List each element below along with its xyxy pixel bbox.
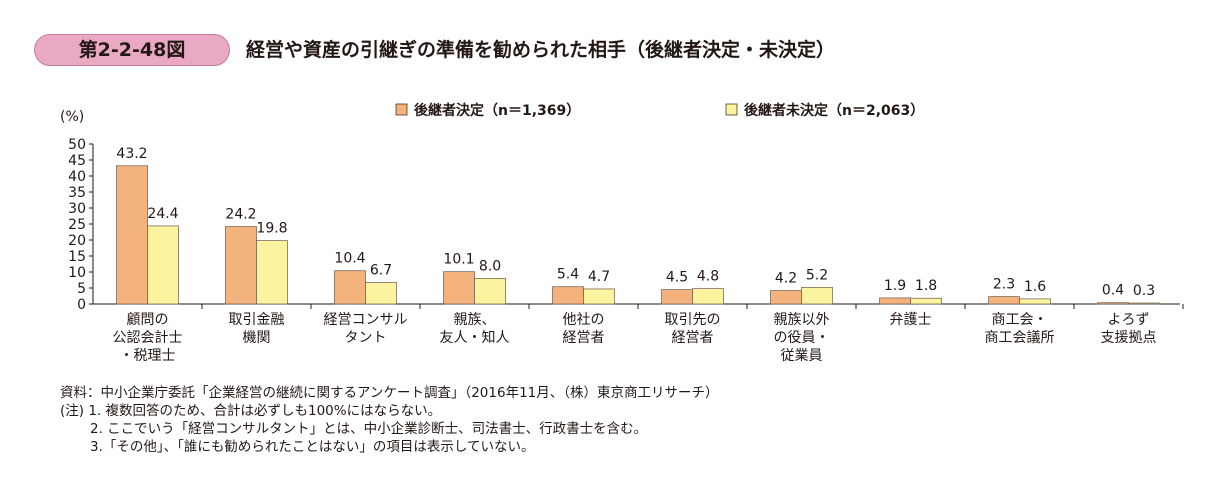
y-tick-label: 35	[68, 185, 86, 201]
bar-series2-1	[147, 225, 179, 305]
bar-series2-7	[801, 287, 833, 305]
bar-series1-3	[334, 270, 366, 305]
note-1: (注) 1. 複数回答のため、合計は必ずしも100%にはならない。	[60, 403, 442, 419]
legend-swatch-2	[725, 103, 738, 116]
bar-series2-5	[583, 288, 615, 305]
data-label-series1-9: 2.3	[993, 277, 1015, 293]
category-label-5: 経営者	[563, 330, 605, 346]
bar-series1-1	[116, 165, 148, 305]
bar-series2-8	[910, 297, 942, 305]
y-axis-unit-label: (%)	[60, 109, 84, 125]
data-label-series2-5: 4.7	[588, 269, 610, 285]
category-label-1: ・税理士	[120, 348, 176, 364]
bar-series1-5	[552, 286, 584, 305]
category-label-4: 親族、	[454, 312, 496, 328]
y-tick-label: 15	[68, 249, 86, 265]
category-label-4: 友人・知人	[440, 329, 510, 346]
bar-series1-8	[879, 297, 911, 305]
bar-series1-6	[661, 289, 693, 305]
category-label-3: タント	[345, 330, 387, 346]
data-label-series1-1: 43.2	[116, 146, 147, 162]
y-tick-label: 10	[68, 265, 86, 281]
figure-title: 経営や資産の引継ぎの準備を勧められた相手（後継者決定・未決定）	[246, 39, 836, 61]
bar-series2-10	[1128, 302, 1160, 305]
y-tick-label: 25	[68, 217, 86, 233]
y-tick-label: 40	[68, 169, 86, 185]
category-label-2: 取引金融	[229, 312, 285, 328]
category-label-8: 弁護士	[890, 312, 932, 328]
category-label-3: 経営コンサル	[324, 312, 408, 328]
category-label-2: 機関	[243, 330, 271, 346]
source-note: 資料：中小企業庁委託「企業経営の継続に関するアンケート調査」（2016年11月、…	[60, 385, 719, 401]
bar-series1-4	[443, 271, 475, 305]
data-label-series2-3: 6.7	[370, 263, 392, 279]
data-label-series1-2: 24.2	[225, 207, 256, 223]
category-label-7: 親族以外	[774, 312, 830, 328]
data-label-series1-10: 0.4	[1102, 283, 1124, 299]
category-label-9: 商工会・	[992, 312, 1048, 328]
legend-label-2: 後継者未決定（n＝2,063）	[744, 102, 924, 119]
legend-swatch-1	[395, 103, 408, 116]
data-label-series2-1: 24.4	[147, 206, 178, 222]
legend-label-1: 後継者決定（n＝1,369）	[414, 102, 580, 119]
category-label-9: 商工会議所	[985, 329, 1055, 346]
data-label-series2-8: 1.8	[915, 278, 937, 294]
data-label-series1-8: 1.9	[884, 278, 906, 294]
data-label-series1-7: 4.2	[775, 271, 797, 287]
data-label-series2-10: 0.3	[1133, 283, 1155, 299]
category-label-10: 支援拠点	[1101, 330, 1157, 346]
y-tick-label: 0	[77, 297, 86, 313]
y-tick-label: 20	[68, 233, 86, 249]
data-label-series2-7: 5.2	[806, 267, 828, 283]
note-2: 2. ここでいう「経営コンサルタント」とは、中小企業診断士、司法書士、行政書士を…	[90, 421, 648, 437]
y-tick-label: 50	[68, 137, 86, 153]
bar-series2-3	[365, 282, 397, 305]
category-label-5: 他社の	[563, 312, 605, 328]
category-label-10: よろず	[1108, 312, 1150, 328]
y-tick-label: 5	[77, 281, 86, 297]
bar-series1-7	[770, 290, 802, 305]
category-label-7: 従業員	[781, 348, 823, 364]
bar-series2-2	[256, 240, 288, 305]
bar-series2-6	[692, 288, 724, 305]
data-label-series1-6: 4.5	[666, 270, 688, 286]
data-label-series2-6: 4.8	[697, 269, 719, 285]
category-label-1: 顧問の	[127, 312, 169, 328]
y-tick-label: 45	[68, 153, 86, 169]
bar-series2-9	[1019, 298, 1051, 305]
data-label-series1-4: 10.1	[443, 252, 474, 268]
y-tick-label: 30	[68, 201, 86, 217]
category-label-6: 取引先の	[665, 312, 721, 328]
category-label-6: 経営者	[672, 330, 714, 346]
note-3: 3.「その他」、「誰にも勧められたことはない」の項目は表示していない。	[90, 439, 535, 455]
bar-series1-2	[225, 226, 257, 305]
data-label-series2-4: 8.0	[479, 258, 501, 274]
data-label-series1-3: 10.4	[334, 251, 365, 267]
notes: 資料：中小企業庁委託「企業経営の継続に関するアンケート調査」（2016年11月、…	[60, 384, 719, 456]
category-label-7: の役員・	[774, 330, 830, 346]
figure-number-badge: 第2-2-48図	[34, 34, 230, 66]
data-label-series2-2: 19.8	[256, 221, 287, 237]
bar-series1-9	[988, 296, 1020, 305]
data-label-series1-5: 5.4	[557, 267, 579, 283]
bar-series2-4	[474, 278, 506, 305]
category-label-1: 公認会計士	[113, 330, 183, 346]
bar-series1-10	[1097, 302, 1129, 305]
data-label-series2-9: 1.6	[1024, 279, 1046, 295]
